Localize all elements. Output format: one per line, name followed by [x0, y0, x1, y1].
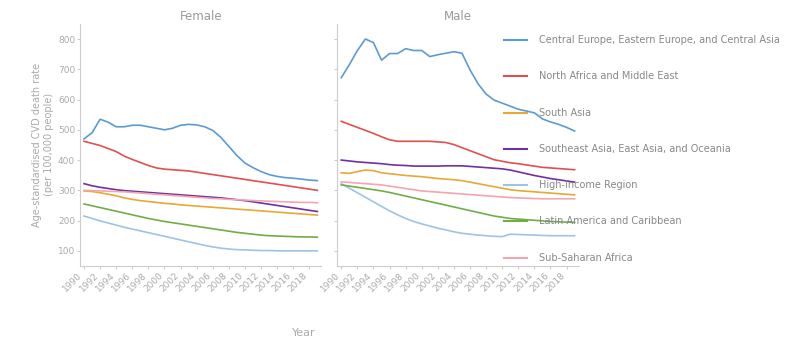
Text: Latin America and Caribbean: Latin America and Caribbean — [538, 217, 681, 226]
Text: High-Income Region: High-Income Region — [538, 180, 637, 190]
Text: South Asia: South Asia — [538, 108, 590, 118]
Text: Year: Year — [292, 328, 316, 338]
Text: Central Europe, Eastern Europe, and Central Asia: Central Europe, Eastern Europe, and Cent… — [538, 35, 779, 45]
Text: North Africa and Middle East: North Africa and Middle East — [538, 72, 678, 81]
Y-axis label: Age-standardised CVD death rate
(per 100,000 people): Age-standardised CVD death rate (per 100… — [32, 63, 54, 227]
Text: Sub-Saharan Africa: Sub-Saharan Africa — [538, 253, 632, 263]
Title: Female: Female — [179, 10, 222, 23]
Text: Southeast Asia, East Asia, and Oceania: Southeast Asia, East Asia, and Oceania — [538, 144, 730, 154]
Title: Male: Male — [444, 10, 472, 23]
